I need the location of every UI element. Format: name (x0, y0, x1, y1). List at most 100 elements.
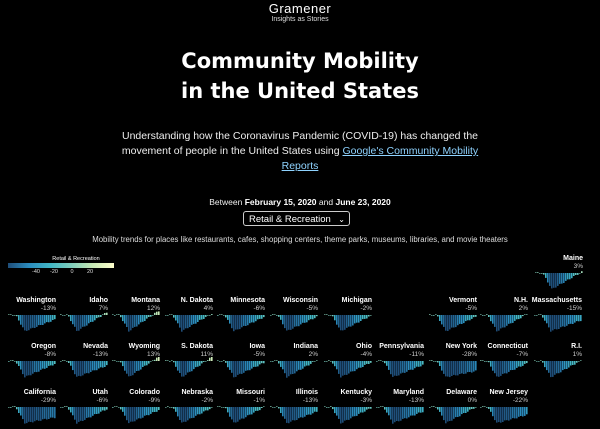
trend-bar (366, 407, 368, 410)
state-tile[interactable]: Oregon -8% (8, 343, 56, 383)
category-select[interactable]: Retail & Recreation ⌄ (243, 211, 350, 226)
trend-bar (386, 361, 388, 366)
legend-tick: 20 (86, 269, 94, 275)
trend-bar (510, 315, 512, 324)
state-tile[interactable]: Vermont -5% (429, 297, 477, 337)
trend-bar (175, 315, 177, 321)
trend-bar (336, 315, 338, 325)
trend-bar (580, 315, 582, 322)
state-name: New Jersey (489, 389, 528, 396)
mobility-reports-link[interactable]: Google's Community Mobility Reports (281, 145, 479, 172)
state-tile[interactable]: Massachusetts -15% (532, 297, 582, 337)
trend-bar (50, 407, 52, 418)
trend-bar (457, 361, 459, 376)
trend-bar (16, 407, 18, 410)
state-tile[interactable]: N.H. 2% (480, 297, 528, 337)
state-tile[interactable]: Illinois -13% (270, 389, 318, 429)
state-tile[interactable]: S. Dakota 11% (165, 343, 213, 383)
trend-bar (506, 361, 508, 374)
trend-bar (88, 361, 90, 374)
trend-bar (324, 406, 326, 407)
state-name: R.I. (571, 343, 582, 350)
state-tile[interactable]: Connecticut -7% (480, 343, 528, 383)
trend-bar (292, 407, 294, 421)
trend-bar (122, 315, 124, 322)
trend-bar (572, 361, 574, 365)
state-value: -1% (253, 397, 265, 404)
state-tile[interactable]: Washington -13% (8, 297, 56, 337)
brand-logo[interactable]: Gramener Insights as Stories (0, 2, 600, 24)
trend-bar (187, 407, 189, 421)
state-tile[interactable]: Ohio -4% (324, 343, 372, 383)
trend-bar (98, 315, 100, 318)
state-tile[interactable]: California -29% (8, 389, 56, 429)
state-tile[interactable]: Maryland -13% (376, 389, 424, 429)
state-tile[interactable]: Colorado -9% (112, 389, 160, 429)
trend-bar (88, 407, 90, 418)
state-tile[interactable]: Missouri -1% (217, 389, 265, 429)
trend-bar (68, 361, 70, 363)
page-title: Community Mobility in the United States (0, 46, 600, 106)
trend-bar (207, 407, 209, 411)
state-tile[interactable]: R.I. 1% (534, 343, 582, 383)
trend-bar (132, 315, 134, 328)
trend-bar (332, 407, 334, 410)
trend-bar (44, 315, 46, 324)
state-tile[interactable]: Pennsylvania -11% (376, 343, 424, 383)
trend-bar (199, 315, 201, 320)
state-name: Indiana (293, 343, 318, 350)
state-tile[interactable]: Nebraska -2% (165, 389, 213, 429)
state-trend-chart (324, 360, 372, 378)
state-value: 2% (308, 351, 318, 358)
state-tile[interactable]: Iowa -5% (217, 343, 265, 383)
trend-bar (138, 361, 140, 371)
trend-bar (239, 407, 241, 420)
trend-bar (288, 361, 290, 377)
trend-bar (336, 361, 338, 370)
trend-bar (72, 361, 74, 371)
trend-bar (498, 407, 500, 423)
state-tile[interactable]: Montana 12% (112, 297, 160, 337)
state-tile[interactable]: Idaho 7% (60, 297, 108, 337)
trend-bar (187, 361, 189, 373)
trend-bar (102, 407, 104, 411)
trend-bar (255, 407, 257, 411)
trend-bar (400, 361, 402, 374)
trend-bar (312, 315, 314, 320)
state-tile[interactable]: Indiana 2% (270, 343, 318, 383)
trend-bar (171, 314, 173, 315)
state-tile[interactable]: Utah -6% (60, 389, 108, 429)
trend-bar (492, 315, 494, 324)
state-tile[interactable]: Wisconsin -5% (270, 297, 318, 337)
trend-bar (502, 315, 504, 328)
trend-bar (227, 407, 229, 413)
state-tile[interactable]: Michigan -2% (324, 297, 372, 337)
trend-bar (229, 407, 231, 417)
trend-bar (217, 406, 219, 407)
state-name: Michigan (341, 297, 372, 304)
trend-bar (370, 315, 372, 316)
state-tile[interactable]: Maine 3% (535, 255, 583, 295)
state-tile[interactable]: New York -28% (429, 343, 477, 383)
trend-bar (68, 407, 70, 410)
trend-bar (52, 361, 54, 366)
trend-bar (364, 361, 366, 365)
state-name: Wisconsin (283, 297, 318, 304)
trend-bar (578, 315, 580, 322)
trend-bar (237, 361, 239, 375)
state-tile[interactable]: Nevada -13% (60, 343, 108, 383)
state-tile[interactable]: Kentucky -3% (324, 389, 372, 429)
state-tile[interactable]: New Jersey -22% (480, 389, 528, 429)
trend-bar (508, 315, 510, 324)
trend-bar (362, 361, 364, 367)
state-tile[interactable]: N. Dakota 4% (165, 297, 213, 337)
state-tile[interactable]: Wyoming 13% (112, 343, 160, 383)
state-tile[interactable]: Minnesota -6% (217, 297, 265, 337)
trend-bar (439, 407, 441, 412)
trend-bar (569, 273, 571, 280)
trend-bar (342, 361, 344, 376)
state-tile[interactable]: Delaware 0% (429, 389, 477, 429)
trend-bar (463, 361, 465, 374)
trend-bar (205, 315, 207, 317)
trend-bar (130, 407, 132, 422)
